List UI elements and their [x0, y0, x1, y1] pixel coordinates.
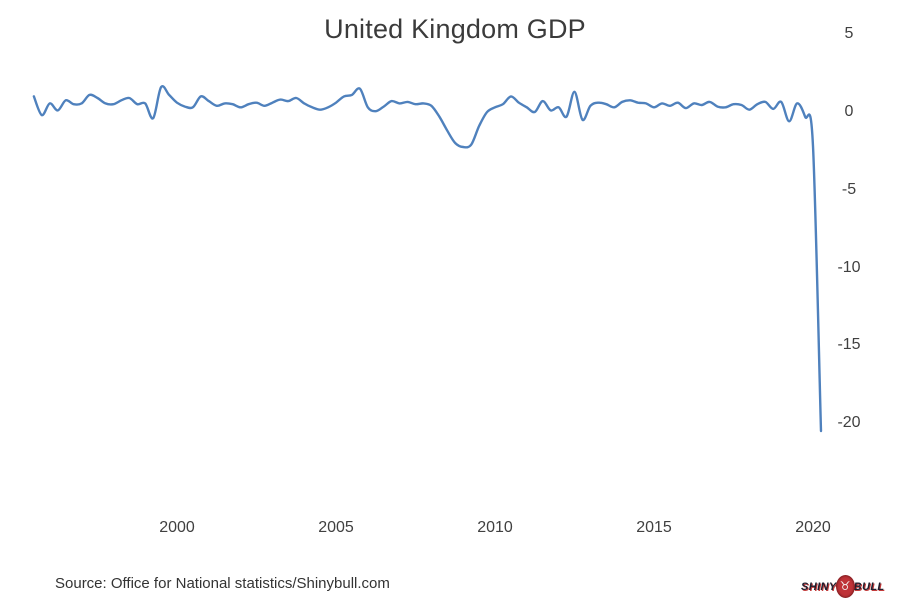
x-tick-label: 2000 [159, 519, 195, 536]
y-tick-label: -5 [841, 180, 857, 198]
y-tick-label: -15 [837, 336, 861, 354]
y-tick-label: 5 [844, 25, 854, 43]
x-tick-label: 2015 [636, 519, 672, 536]
x-tick-label: 2005 [318, 519, 354, 536]
source-text: Source: Office for National statistics/S… [55, 575, 390, 592]
y-tick-label: -10 [837, 258, 861, 276]
logo-word-right: BULL [853, 580, 885, 593]
bull-icon: ♉ [835, 575, 855, 598]
chart-title: United Kingdom GDP [324, 14, 586, 44]
y-tick-label: -20 [837, 414, 861, 432]
logo-word-left: SHINY [801, 580, 837, 593]
shinybull-logo: SHINY ♉ BULL [801, 575, 885, 598]
x-tick-label: 2020 [795, 519, 831, 536]
gdp-line-series [32, 85, 823, 433]
x-tick-label: 2010 [477, 519, 513, 536]
y-tick-label: 0 [844, 103, 854, 120]
